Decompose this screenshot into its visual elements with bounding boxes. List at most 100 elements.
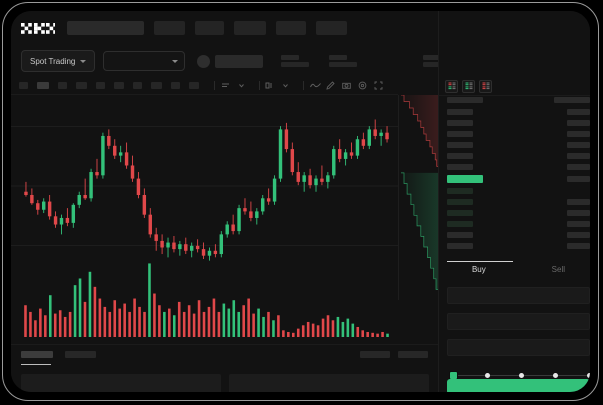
order-form-tabs: Buy Sell xyxy=(439,261,590,281)
orders-tab-open[interactable] xyxy=(21,351,53,358)
fullscreen-icon[interactable] xyxy=(374,81,383,90)
orderbook-ask-amount[interactable] xyxy=(567,153,590,159)
timeframe-button[interactable] xyxy=(19,82,29,89)
trading-pair-select[interactable] xyxy=(103,51,186,71)
orderbook-bid-amount[interactable] xyxy=(567,243,590,249)
orderbook-bid-amount[interactable] xyxy=(567,199,590,205)
nav-item-4[interactable] xyxy=(276,21,306,35)
line-style-icon[interactable] xyxy=(310,81,321,90)
timeframe-button[interactable] xyxy=(76,82,87,89)
nav-item-2[interactable] xyxy=(195,21,224,35)
orderbook-ask-price[interactable] xyxy=(447,142,473,148)
device-bezel: Spot Trading xyxy=(2,2,599,401)
slider-stop[interactable] xyxy=(553,372,559,378)
orderbook-ask-price[interactable] xyxy=(447,131,473,137)
chart-canvas xyxy=(11,119,398,337)
orderbook-bid-price[interactable] xyxy=(447,188,473,194)
orderbook-ask-price[interactable] xyxy=(447,164,473,170)
orderbook-asks-icon[interactable] xyxy=(479,79,492,93)
stat-value xyxy=(329,62,358,67)
orderbook-col-header-price xyxy=(447,97,483,103)
timeframe-button[interactable] xyxy=(170,82,180,89)
orderbook-bid-amount[interactable] xyxy=(567,210,590,216)
order-field-price[interactable] xyxy=(447,287,590,304)
stat-item xyxy=(423,55,452,67)
last-price-placeholder xyxy=(215,54,264,68)
nav-item-3[interactable] xyxy=(234,21,266,35)
nav-search-placeholder[interactable] xyxy=(67,21,144,35)
timeframe-button[interactable] xyxy=(133,82,143,89)
timeframe-button[interactable] xyxy=(188,82,200,89)
tab-sell[interactable]: Sell xyxy=(551,265,566,274)
orderbook-bids-icon[interactable] xyxy=(462,79,475,93)
orderbook-bid-price[interactable] xyxy=(447,210,473,216)
coin-avatar xyxy=(197,54,211,68)
orderbook-ask-price[interactable] xyxy=(447,153,473,159)
orders-actions xyxy=(360,351,428,358)
orderbook-ask-amount[interactable] xyxy=(567,131,590,137)
right-sidebar: Buy Sell xyxy=(438,11,590,392)
device-screen: Spot Trading xyxy=(11,11,590,392)
orders-panel-left[interactable] xyxy=(21,374,221,392)
orderbook-bid-price[interactable] xyxy=(447,199,473,205)
chevron-down-icon[interactable] xyxy=(281,81,290,90)
indicator-compare-icon[interactable] xyxy=(265,81,274,90)
slider-stop[interactable] xyxy=(587,372,590,378)
orderbook-bid-price[interactable] xyxy=(447,221,473,227)
pencil-icon[interactable] xyxy=(326,81,335,90)
orderbook-ask-price[interactable] xyxy=(447,109,473,115)
orderbook-col-header-amount xyxy=(554,97,590,103)
orderbook-bid-price[interactable] xyxy=(447,232,473,238)
submit-buy-button[interactable] xyxy=(447,379,590,392)
indicator-text-icon[interactable] xyxy=(221,81,230,90)
okx-logo-icon[interactable] xyxy=(21,22,55,34)
timeframe-button[interactable] xyxy=(113,82,125,89)
chevron-down-icon[interactable] xyxy=(237,81,246,90)
chevron-down-icon xyxy=(80,59,87,63)
orderbook-ask-amount[interactable] xyxy=(567,142,590,148)
orderbook-current-amount xyxy=(567,176,590,182)
candlestick-chart[interactable] xyxy=(11,95,398,345)
toolbar-divider xyxy=(258,81,260,90)
orders-panel xyxy=(11,344,438,392)
market-depth-overlay[interactable] xyxy=(398,95,439,300)
orderbook-current-price xyxy=(447,175,483,183)
spot-trading-dropdown[interactable]: Spot Trading xyxy=(21,50,96,72)
stat-value xyxy=(281,62,310,67)
order-field-total[interactable] xyxy=(447,339,590,356)
stat-label xyxy=(281,55,300,60)
okx-trading-app: Spot Trading xyxy=(11,11,590,392)
timeframe-button[interactable] xyxy=(95,82,105,89)
orderbook-bid-amount[interactable] xyxy=(567,232,590,238)
settings-icon[interactable] xyxy=(358,81,367,90)
orderbook-ask-amount[interactable] xyxy=(567,109,590,115)
orders-panel-right[interactable] xyxy=(229,374,429,392)
timeframe-button[interactable] xyxy=(151,82,162,89)
stat-label xyxy=(329,55,348,60)
timeframe-button-active[interactable] xyxy=(37,82,50,89)
orderbook-both-icon[interactable] xyxy=(445,79,458,93)
nav-item-5[interactable] xyxy=(316,21,347,35)
camera-icon[interactable] xyxy=(342,81,351,90)
orders-tab-underline xyxy=(21,364,51,365)
timeframe-button[interactable] xyxy=(58,82,68,89)
orderbook-rows[interactable] xyxy=(439,97,590,257)
orders-action-1[interactable] xyxy=(360,351,390,358)
nav-item-1[interactable] xyxy=(154,21,185,35)
tab-buy[interactable]: Buy xyxy=(471,265,486,274)
orders-tab-history[interactable] xyxy=(65,351,96,358)
order-form-tab-underline xyxy=(447,261,513,262)
orderbook-ask-amount[interactable] xyxy=(567,120,590,126)
order-field-amount[interactable] xyxy=(447,313,590,330)
orderbook-ask-amount[interactable] xyxy=(567,164,590,170)
slider-stop[interactable] xyxy=(484,372,490,378)
orders-action-2[interactable] xyxy=(398,351,428,358)
stat-item xyxy=(329,55,358,67)
orderbook-ask-price[interactable] xyxy=(447,120,473,126)
spot-trading-label: Spot Trading xyxy=(30,56,76,66)
slider-stop[interactable] xyxy=(519,372,525,378)
orderbook-bid-price[interactable] xyxy=(447,243,473,249)
toolbar-divider xyxy=(303,81,304,90)
orderbook-bid-amount[interactable] xyxy=(567,221,590,227)
